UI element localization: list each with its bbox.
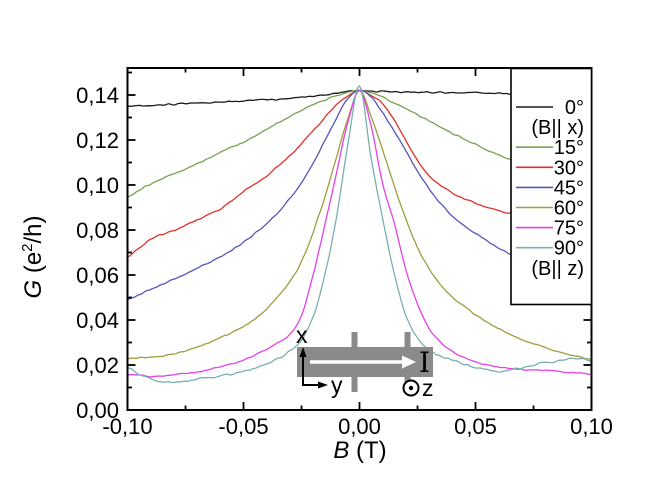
legend-label: (B|| x) [531, 117, 584, 139]
x-tick-label: 0,00 [338, 414, 381, 439]
inset-x-label: x [296, 322, 308, 348]
inset-y-label: y [331, 372, 343, 398]
inset-y-axis-arrowhead [318, 381, 328, 389]
device-contact-bottom-left [351, 376, 358, 392]
current-label: I [419, 346, 430, 379]
y-tick-label: 0,14 [76, 83, 119, 108]
legend-label: 30° [554, 157, 584, 179]
y-tick-label: 0,04 [76, 308, 119, 333]
x-axis-title-unit: (T) [349, 437, 386, 464]
tick-labels-layer: -0,10 -0,05 0,00 0,05 0,10 0,00 0,02 0,04 0,06 0,… [76, 83, 613, 439]
device-contact-top-right [404, 332, 411, 348]
legend-label: (B|| z) [531, 258, 584, 280]
legend-label: 45° [554, 177, 584, 199]
x-tick-label: -0,10 [102, 414, 152, 439]
y-tick-label: 0,10 [76, 173, 119, 198]
curves-layer [127, 85, 592, 384]
x-tick-label: -0,05 [218, 414, 268, 439]
legend-label: 90° [554, 238, 584, 260]
x-axis-title: B (T) [333, 437, 386, 464]
x-tick-label: 0,05 [454, 414, 497, 439]
legend-label: 75° [554, 218, 584, 240]
y-axis-title: G (e2/h) [19, 215, 47, 298]
legend-label: 15° [554, 137, 584, 159]
legend-label: 0° [565, 97, 584, 119]
inset-z-label: z [422, 375, 434, 401]
y-axis-title-post: /h) [20, 215, 47, 243]
y-axis-title-sup: 2 [19, 243, 36, 251]
x-axis-title-symbol: B [333, 437, 349, 464]
current-arrow-head [402, 355, 416, 369]
y-axis-title-pre: (e [20, 252, 47, 280]
legend-label: 60° [554, 198, 584, 220]
y-tick-label: 0,00 [76, 398, 119, 423]
y-tick-label: 0,08 [76, 218, 119, 243]
legend-box: 0°(B|| x)15°30°45°60°75°90°(B|| z) [510, 67, 593, 306]
y-tick-label: 0,06 [76, 263, 119, 288]
device-schematic-inset: I x y z [296, 322, 434, 401]
x-tick-label: 0,10 [570, 414, 613, 439]
z-out-of-plane-dot [408, 385, 414, 391]
y-axis-title-symbol: G [20, 280, 47, 299]
y-tick-label: 0,02 [76, 353, 119, 378]
series-line-90deg [127, 85, 592, 384]
inset-x-axis-arrowhead [299, 347, 307, 357]
device-contact-top-left [351, 332, 358, 348]
legend-frame [510, 67, 593, 306]
y-tick-label: 0,12 [76, 128, 119, 153]
